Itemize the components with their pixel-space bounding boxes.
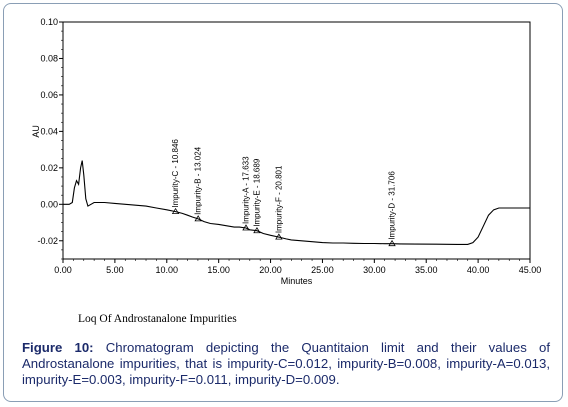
peak-marker xyxy=(242,224,250,231)
caption-text: Chromatogram depicting the Quantitaion l… xyxy=(22,340,550,387)
y-tick-label: 0.02 xyxy=(40,163,58,173)
y-axis-title: AU xyxy=(31,125,41,138)
peak-label: Impurity-E - 18.689 xyxy=(252,158,261,227)
x-tick-label: 45.00 xyxy=(519,265,542,275)
x-tick-label: 25.00 xyxy=(311,265,334,275)
x-tick-label: 40.00 xyxy=(467,265,490,275)
x-tick-label: 15.00 xyxy=(207,265,230,275)
x-tick-label: 0.00 xyxy=(54,265,72,275)
x-tick-label: 10.00 xyxy=(156,265,179,275)
y-tick-label: -0.02 xyxy=(37,236,58,246)
x-tick-label: 30.00 xyxy=(363,265,386,275)
peak-label: Impurity-F - 20.801 xyxy=(274,165,283,233)
peak-marker xyxy=(388,239,396,247)
peak-label: Impurity-A - 17.633 xyxy=(241,156,250,224)
y-tick-label: 0.06 xyxy=(40,90,58,100)
x-axis-title: Minutes xyxy=(281,276,313,286)
peak-marker xyxy=(253,226,261,234)
x-tick-label: 20.00 xyxy=(259,265,282,275)
y-tick-label: 0.00 xyxy=(40,199,58,209)
chromatogram-trace xyxy=(63,160,530,245)
x-tick-label: 5.00 xyxy=(106,265,124,275)
y-tick-label: 0.04 xyxy=(40,126,58,136)
peak-label: Impurity-D - 31.706 xyxy=(388,171,397,240)
x-tick-label: 35.00 xyxy=(415,265,438,275)
chart-subtitle: Loq Of Androstanalone Impurities xyxy=(78,313,237,325)
figure-caption: Figure 10: Chromatogram depicting the Qu… xyxy=(22,340,550,388)
peak-marker xyxy=(171,207,180,214)
figure-frame xyxy=(3,3,563,402)
peak-marker xyxy=(275,233,283,240)
caption-label: Figure 10: xyxy=(22,340,94,355)
peak-marker xyxy=(194,215,202,222)
peak-label: Impurity-C - 10.846 xyxy=(171,139,180,208)
plot-frame xyxy=(62,21,531,260)
peak-label: Impurity-B - 13.024 xyxy=(194,146,203,215)
y-tick-label: 0.08 xyxy=(40,53,58,63)
y-tick-label: 0.10 xyxy=(40,17,58,27)
